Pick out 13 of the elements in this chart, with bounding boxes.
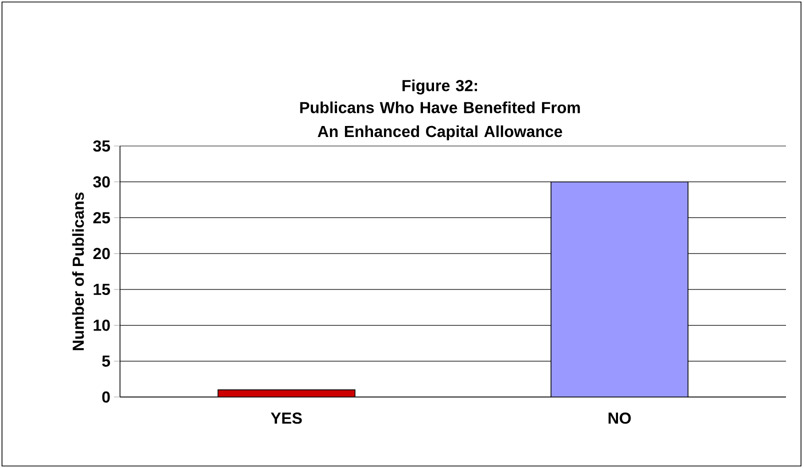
chart-title: Figure 32: xyxy=(402,80,477,94)
y-tick-label: 5 xyxy=(102,356,110,367)
y-axis-title: Number of Publicans xyxy=(72,192,84,350)
y-tick-label: 35 xyxy=(93,140,110,152)
y-tick-label: 0 xyxy=(102,391,110,403)
x-tick-label: NO xyxy=(608,412,631,424)
y-tick-label: 20 xyxy=(93,248,110,260)
y-tick-label: 10 xyxy=(94,320,110,331)
y-tick-label: 30 xyxy=(93,176,110,188)
y-tick-label: 25 xyxy=(93,212,110,224)
x-tick-label: YES xyxy=(270,412,302,424)
y-tick-label: 15 xyxy=(94,284,110,295)
chart-subtitle: Publicans Who Have Benefited From An Enhanced Capital Allowance xyxy=(300,102,580,140)
